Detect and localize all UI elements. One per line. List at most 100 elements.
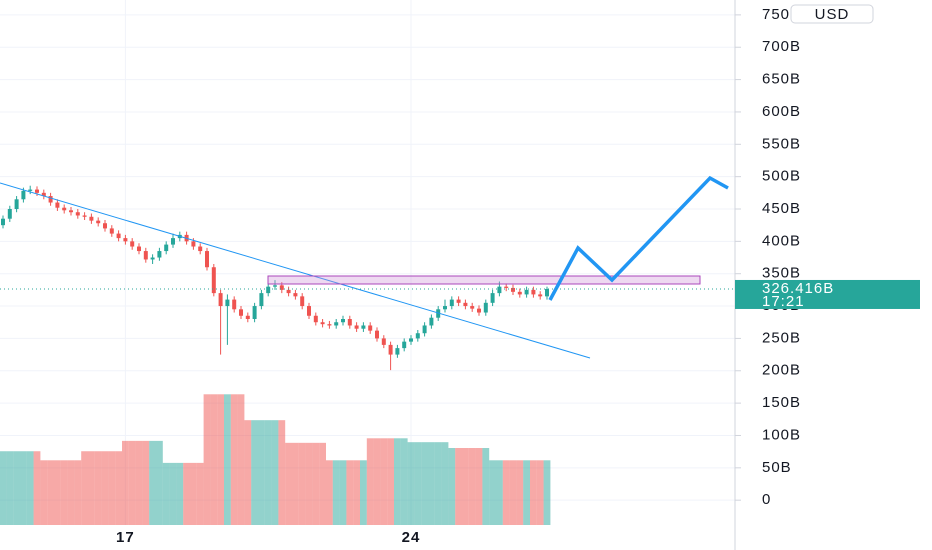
countdown-label: 17:21 <box>762 293 805 310</box>
candle-body <box>279 285 284 290</box>
candle-body <box>524 289 529 295</box>
volume-bar <box>326 460 333 525</box>
volume-bar <box>428 442 435 525</box>
candle-body <box>218 293 223 307</box>
candle-body <box>463 302 468 307</box>
volume-bar <box>88 451 95 525</box>
candle-body <box>69 210 73 213</box>
last-price-label: 326.416B <box>762 280 834 297</box>
volume-bar <box>502 460 510 525</box>
volume-bar <box>380 438 388 525</box>
y-tick-label: 0 <box>762 491 771 508</box>
volume-bar <box>244 420 252 525</box>
volume-bar <box>509 460 517 525</box>
volume-bar <box>373 438 381 525</box>
candle-body <box>150 257 155 260</box>
y-tick-label: 350B <box>762 265 801 282</box>
currency-label[interactable]: USD <box>815 6 850 23</box>
volume-bar <box>210 394 218 525</box>
volume-bar <box>264 420 272 525</box>
candle-body <box>449 299 454 307</box>
volume-layer <box>0 394 551 525</box>
candle-body <box>381 338 386 345</box>
volume-bar <box>489 460 496 525</box>
candle-body <box>456 299 461 303</box>
volume-bar <box>122 440 129 525</box>
candle-body <box>273 285 277 287</box>
candle-body <box>388 344 393 355</box>
candle-body <box>96 220 101 224</box>
candle-body <box>191 241 196 247</box>
x-tick-label: 17 <box>116 529 135 546</box>
candle-body <box>300 296 305 307</box>
candle-body <box>415 333 420 339</box>
last-price-badge <box>735 279 920 309</box>
volume-bar <box>516 460 524 525</box>
currency-button[interactable]: USD <box>790 4 874 24</box>
candle-body <box>517 291 522 295</box>
candle-body <box>402 341 407 349</box>
volume-bar <box>176 462 184 525</box>
candle-body <box>211 267 216 294</box>
y-tick-label: 50B <box>762 459 792 476</box>
volume-bar <box>482 448 490 525</box>
candle-body <box>334 322 339 326</box>
candle-body <box>511 287 515 292</box>
candle-body <box>75 212 80 216</box>
candle-body <box>313 315 318 323</box>
candle-body <box>429 317 434 326</box>
volume-bar <box>271 420 279 525</box>
volume-bar <box>319 442 326 525</box>
candle-body <box>259 293 264 307</box>
volume-bar <box>292 442 299 525</box>
y-tick-label: 650B <box>762 71 801 88</box>
candle-body <box>7 209 12 219</box>
volume-bar <box>0 451 7 525</box>
candle-body <box>225 299 230 307</box>
volume-bar <box>101 451 109 525</box>
volume-bar <box>496 460 503 525</box>
candle-body <box>48 196 53 203</box>
candle-body <box>483 302 488 313</box>
volume-bar <box>20 451 27 525</box>
candle-body <box>327 324 332 326</box>
volume-bar <box>196 462 204 525</box>
volume-bar <box>33 451 41 525</box>
candle-body <box>266 286 271 294</box>
volume-bar <box>203 394 211 525</box>
volume-bar <box>278 420 286 525</box>
currency-button-box[interactable] <box>790 4 874 24</box>
candle-body <box>293 293 298 297</box>
grid <box>0 0 735 525</box>
volume-bar <box>441 442 449 525</box>
volume-bar <box>142 440 150 525</box>
candle-body <box>252 306 257 319</box>
volume-bar <box>108 451 116 525</box>
candle-body <box>55 202 60 208</box>
candle-body <box>35 189 39 193</box>
volume-bar <box>47 460 54 525</box>
volume-bar <box>40 460 48 525</box>
volume-bar <box>387 438 394 525</box>
trend-line <box>0 182 591 359</box>
volume-bar <box>339 460 347 525</box>
candle-body <box>157 251 162 258</box>
candle-body <box>409 338 413 342</box>
candle-body <box>28 189 33 191</box>
candle-body <box>116 233 121 239</box>
volume-bar <box>475 448 483 525</box>
volume-bar <box>13 451 20 525</box>
candle-body <box>239 309 243 316</box>
volume-bar <box>536 460 544 525</box>
volume-bar <box>149 440 156 525</box>
candle-body <box>443 306 447 310</box>
candle-body <box>504 286 509 288</box>
candle-body <box>232 299 237 310</box>
candle-body <box>82 215 87 217</box>
volume-bar <box>434 442 442 525</box>
volume-bar <box>448 448 456 525</box>
candle-body <box>422 325 427 334</box>
candle-body <box>205 251 209 268</box>
resistance-zone <box>267 275 701 285</box>
candle-body <box>164 244 169 252</box>
